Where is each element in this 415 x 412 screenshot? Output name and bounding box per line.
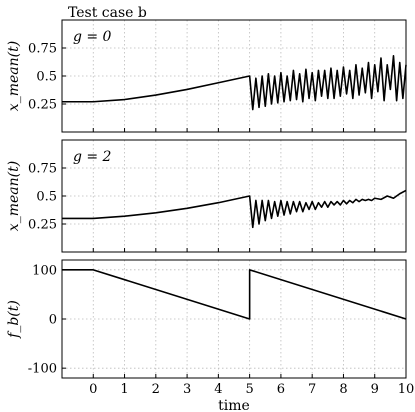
x-tick-label: 8 — [339, 382, 347, 397]
x-tick-label: 5 — [245, 382, 253, 397]
x-axis-label: time — [218, 398, 250, 412]
x-tick-label: 7 — [308, 382, 316, 397]
series-line-1 — [62, 189, 407, 229]
panel-1: 0.25 0.5 0.75 g = 0 x_mean(t) — [6, 19, 407, 133]
x-tick-label: 6 — [277, 382, 285, 397]
y-tick-label: 0.25 — [28, 98, 57, 113]
panels: 0.25 0.5 0.75 g = 0 x_mean(t) 0.25 0.5 0.75 g = … — [6, 19, 415, 397]
series-line-1 — [62, 55, 407, 111]
x-tick-label: 2 — [152, 382, 160, 397]
x-tick-label: 3 — [183, 382, 191, 397]
y-axis-label: f_b(t) — [6, 300, 22, 339]
panel-annotation: g = 2 — [73, 149, 112, 165]
x-tick-label: 9 — [371, 382, 379, 397]
y-tick-label: -100 — [28, 362, 57, 377]
y-tick-label: 0.75 — [28, 42, 57, 57]
y-tick-label: 100 — [32, 263, 57, 278]
y-tick-label: 0.25 — [28, 218, 57, 233]
x-tick-label: 10 — [398, 382, 415, 397]
y-axis-label: x_mean(t) — [6, 161, 22, 231]
figure-title: Test case b — [68, 5, 147, 21]
x-tick-label: 4 — [214, 382, 222, 397]
x-tick-label: 0 — [89, 382, 97, 397]
panel-2: 0.25 0.5 0.75 g = 2 x_mean(t) — [6, 139, 407, 253]
x-tick-label: 1 — [120, 382, 128, 397]
y-tick-label: 0.75 — [28, 162, 57, 177]
y-tick-label: 0 — [49, 313, 57, 328]
y-tick-label: 0.5 — [36, 190, 57, 205]
y-tick-label: 0.5 — [36, 70, 57, 85]
panel-3: 0 1 2 3 4 5 6 7 8 9 10 -100 0 100 f_b(t) — [6, 259, 415, 397]
panel-annotation: g = 0 — [73, 29, 112, 45]
y-axis-label: x_mean(t) — [6, 41, 22, 111]
series-line-1 — [62, 269, 407, 320]
